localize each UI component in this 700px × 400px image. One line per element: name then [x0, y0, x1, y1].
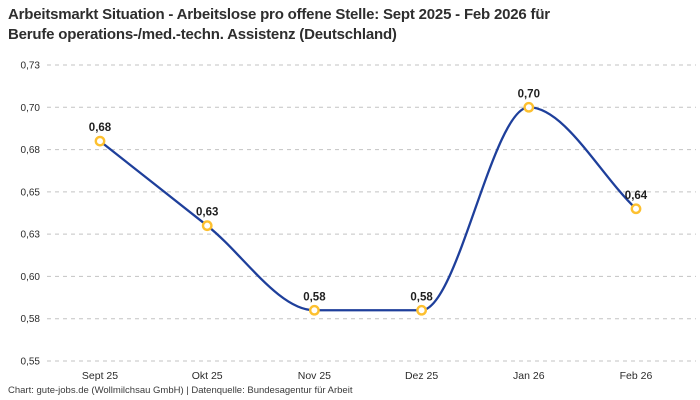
data-point-label: 0,63	[196, 207, 218, 219]
y-axis-tick-label: 0,70	[21, 103, 41, 114]
x-axis-tick-label: Jan 26	[513, 370, 545, 382]
data-point-marker[interactable]	[630, 203, 642, 215]
y-axis-tick-label: 0,68	[21, 145, 41, 156]
chart-title: Arbeitsmarkt Situation - Arbeitslose pro…	[8, 5, 696, 45]
y-axis-tick-label: 0,60	[21, 272, 41, 283]
data-point-marker[interactable]	[523, 101, 535, 113]
x-axis-tick-label: Nov 25	[298, 370, 331, 382]
chart-title-line1: Arbeitsmarkt Situation - Arbeitslose pro…	[8, 6, 550, 23]
x-axis-tick-label: Okt 25	[192, 370, 223, 382]
data-point-label: 0,64	[625, 190, 648, 202]
data-point-label: 0,68	[89, 122, 112, 134]
data-point-marker[interactable]	[308, 304, 320, 316]
chart-title-line2: Berufe operations-/med.-techn. Assistenz…	[8, 26, 397, 43]
series-line	[98, 106, 638, 312]
data-point-label: 0,58	[410, 291, 433, 303]
data-point-label: 0,58	[303, 291, 326, 303]
y-axis-tick-label: 0,63	[21, 230, 41, 241]
chart-credit: Chart: gute-jobs.de (Wollmilchsau GmbH) …	[8, 385, 353, 396]
x-axis-tick-label: Feb 26	[620, 370, 653, 382]
data-point-marker[interactable]	[94, 135, 106, 147]
x-axis-tick-label: Sept 25	[82, 370, 118, 382]
y-axis-tick-label: 0,55	[21, 357, 41, 368]
y-axis-tick-label: 0,58	[21, 314, 41, 325]
data-point-marker[interactable]	[201, 220, 213, 232]
data-point-label: 0,70	[518, 88, 540, 100]
data-point-marker[interactable]	[416, 304, 427, 316]
x-axis-tick-label: Dez 25	[405, 370, 438, 382]
y-axis-tick-label: 0,73	[21, 61, 41, 72]
y-axis-tick-label: 0,65	[21, 187, 41, 198]
